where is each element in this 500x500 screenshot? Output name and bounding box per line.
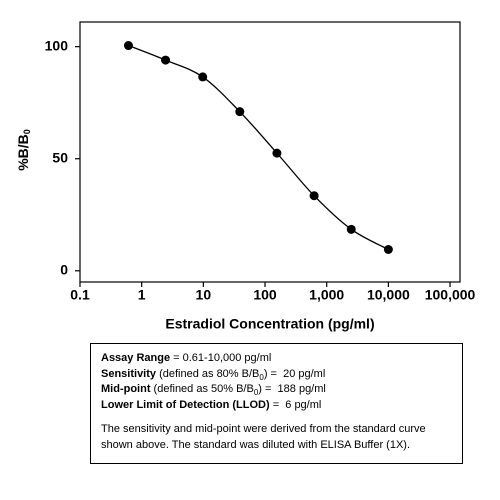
info-text: Sensitivity [101, 367, 157, 380]
x-tick-label: 100 [253, 287, 277, 303]
info-text: Mid-point [101, 383, 151, 395]
note-line: The sensitivity and mid-point were deriv… [101, 423, 426, 435]
x-tick-label: 0.1 [70, 287, 90, 303]
x-tick-label: 10 [196, 287, 212, 303]
x-tick-label: 1 [138, 287, 146, 303]
info-text: ) = 20 pg/ml [263, 367, 326, 380]
y-tick-label: 100 [45, 37, 69, 53]
data-point [198, 72, 208, 82]
info-text: = 0.61-10,000 pg/ml [170, 352, 272, 364]
curve [128, 44, 389, 251]
data-point [346, 224, 356, 234]
info-text: Lower Limit of Detection (LLOD) [101, 398, 270, 411]
data-point [161, 55, 171, 65]
x-tick-label: 1,000 [309, 287, 344, 303]
info-line: Assay Range = 0.61-10,000 pg/ml [101, 351, 452, 367]
info-line: Mid-point (defined as 50% B/B0) = 188 pg… [101, 382, 452, 398]
info-box: Assay Range = 0.61-10,000 pg/ml Sensitivi… [90, 343, 463, 464]
data-point [309, 191, 319, 201]
info-line: Sensitivity (defined as 80% B/B0) = 20 p… [101, 367, 452, 383]
info-text: (defined as 80% B/B [156, 367, 260, 380]
plot-frame [79, 21, 461, 283]
data-point [383, 245, 393, 254]
data-point [123, 41, 133, 51]
y-label-sub: 0 [22, 129, 32, 134]
info-text: ) = 188 pg/ml [258, 383, 326, 395]
x-tick-label: 100,000 [425, 287, 476, 303]
info-text: (defined as 50% B/B [150, 383, 254, 395]
y-tick-label: 50 [52, 149, 68, 165]
chart: Estradiol Concentration (pg/ml) %B/B0 05… [15, 21, 476, 332]
data-point [272, 148, 282, 158]
data-point [235, 107, 245, 117]
info-line: Lower Limit of Detection (LLOD) = 6 pg/m… [101, 398, 452, 414]
y-tick-label: 0 [60, 261, 68, 277]
info-text: 0 [259, 372, 264, 382]
info-text: = 6 pg/ml [269, 398, 322, 411]
info-text: 0 [253, 388, 259, 398]
x-tick-label: 10,000 [367, 287, 410, 303]
x-axis-label: Estradiol Concentration (pg/ml) [165, 316, 374, 332]
y-label-main: %B/B [15, 134, 31, 171]
note-line: shown above. The standard was diluted wi… [101, 438, 410, 451]
y-axis-label: %B/B0 [15, 129, 33, 171]
info-text: Assay Range [101, 352, 171, 364]
